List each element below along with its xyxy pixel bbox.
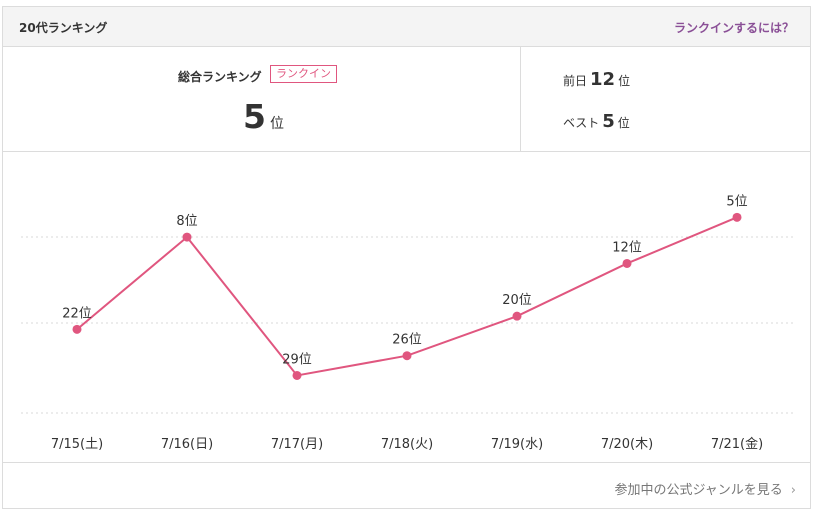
view-official-genres-link[interactable]: 参加中の公式ジャンルを見る ›	[614, 479, 796, 498]
x-tick-label: 7/18(火)	[381, 437, 433, 452]
x-tick-label: 7/17(月)	[271, 437, 323, 452]
best-rank-unit: 位	[617, 116, 630, 130]
data-point-label: 29位	[282, 352, 312, 367]
data-point-label: 5位	[726, 194, 747, 209]
x-tick-label: 7/16(日)	[161, 437, 213, 452]
ranking-history-chart: 22位 8位 29位 26位 20位 12位 5位 7/15(土) 7/16(日) 7/17(月)…	[3, 153, 810, 461]
data-point	[182, 232, 192, 242]
previous-day-rank: 前日 12 位	[563, 69, 630, 90]
data-point	[512, 311, 522, 321]
data-point-label: 20位	[502, 293, 532, 308]
data-point-label: 26位	[392, 333, 422, 348]
current-rank-value: 5	[243, 97, 266, 136]
best-rank-value: 5	[602, 111, 615, 132]
data-point	[732, 212, 742, 222]
chevron-right-icon: ›	[790, 483, 796, 498]
best-rank: ベスト 5 位	[563, 111, 630, 132]
ranking-title: 20代ランキング	[19, 21, 108, 35]
view-official-genres-label: 参加中の公式ジャンルを見る	[614, 483, 783, 498]
how-to-rank-in-link[interactable]: ランクインするには？	[673, 21, 794, 35]
data-point	[292, 370, 302, 380]
current-rank-unit: 位	[269, 116, 284, 132]
card-footer: 参加中の公式ジャンルを見る ›	[3, 462, 810, 508]
previous-day-value: 12	[590, 69, 616, 90]
card-header: 20代ランキング ランクインするには？	[3, 7, 810, 47]
previous-day-label: 前日	[563, 74, 588, 88]
best-rank-label: ベスト	[563, 116, 600, 130]
x-tick-label: 7/21(金)	[711, 436, 763, 452]
rank-stats-panel: 前日 12 位 ベスト 5 位	[521, 47, 811, 151]
data-point-label: 22位	[62, 306, 92, 321]
x-tick-label: 7/15(土)	[51, 437, 103, 452]
data-point-label: 8位	[176, 214, 197, 229]
ranking-line-chart: 22位 8位 29位 26位 20位 12位 5位 7/15(土) 7/16(日) 7/17(月)…	[21, 194, 793, 452]
x-tick-label: 7/20(木)	[601, 437, 653, 452]
data-point-label: 12位	[612, 240, 642, 255]
rank-in-badge: ランクイン	[270, 65, 337, 83]
x-tick-label: 7/19(水)	[491, 437, 543, 452]
data-point	[72, 324, 82, 334]
previous-day-unit: 位	[618, 74, 631, 88]
data-point	[622, 258, 632, 268]
data-point	[402, 351, 412, 361]
total-ranking-label: 総合ランキング	[178, 70, 262, 84]
